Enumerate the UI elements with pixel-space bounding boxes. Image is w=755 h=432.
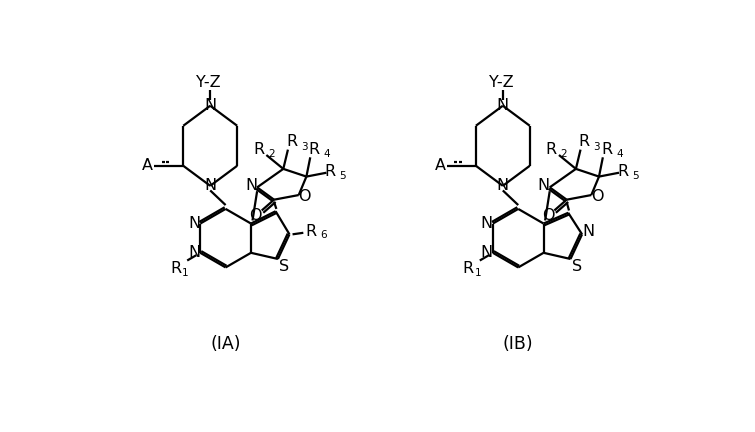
Text: N: N — [188, 245, 200, 260]
Text: R: R — [546, 142, 557, 157]
Text: N: N — [582, 224, 594, 239]
Text: S: S — [279, 259, 289, 274]
Text: Y-Z: Y-Z — [196, 75, 221, 90]
Text: O: O — [542, 208, 554, 222]
Text: 2: 2 — [268, 149, 275, 159]
Text: R: R — [463, 260, 474, 276]
Text: R: R — [286, 134, 297, 149]
Text: 4: 4 — [616, 149, 623, 159]
Text: R: R — [306, 224, 316, 239]
Text: R: R — [309, 142, 319, 157]
Text: R: R — [325, 164, 336, 179]
Text: 1: 1 — [182, 268, 189, 278]
Text: 4: 4 — [323, 149, 330, 159]
Text: 3: 3 — [301, 142, 307, 152]
Text: 2: 2 — [560, 149, 567, 159]
Text: N: N — [204, 98, 216, 113]
Text: 3: 3 — [593, 142, 600, 152]
Text: 1: 1 — [474, 268, 481, 278]
Text: R: R — [601, 142, 612, 157]
Text: A: A — [435, 158, 446, 173]
Text: O: O — [591, 189, 604, 204]
Text: N: N — [497, 178, 509, 194]
Text: 5: 5 — [632, 171, 639, 181]
Text: N: N — [497, 98, 509, 113]
Text: N: N — [481, 216, 493, 231]
Text: N: N — [245, 178, 257, 194]
Text: N: N — [204, 178, 216, 194]
Text: S: S — [572, 259, 582, 274]
Text: (IB): (IB) — [503, 335, 534, 353]
Text: R: R — [618, 164, 628, 179]
Text: O: O — [299, 189, 311, 204]
Text: A: A — [143, 158, 153, 173]
Text: O: O — [249, 208, 262, 222]
Text: R: R — [253, 142, 264, 157]
Text: (IA): (IA) — [211, 335, 241, 353]
Text: 6: 6 — [320, 230, 327, 240]
Text: Y-Z: Y-Z — [489, 75, 513, 90]
Text: 5: 5 — [340, 171, 346, 181]
Text: R: R — [579, 134, 590, 149]
Text: N: N — [481, 245, 493, 260]
Text: R: R — [170, 260, 181, 276]
Text: N: N — [188, 216, 200, 231]
Text: N: N — [538, 178, 550, 194]
